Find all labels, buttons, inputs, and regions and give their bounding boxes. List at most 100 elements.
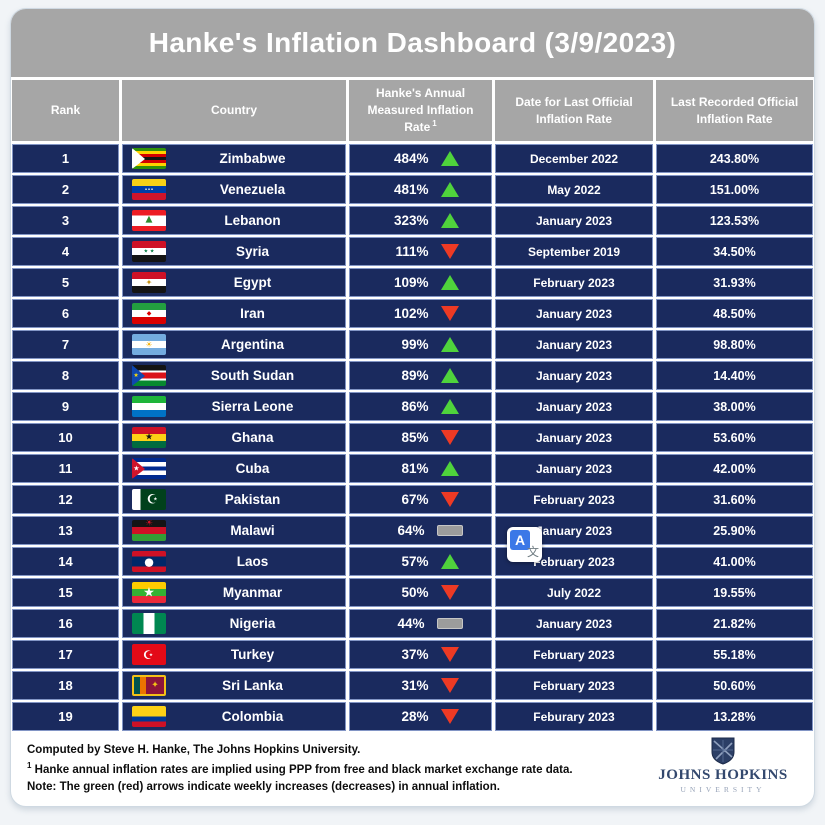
official-date-cell: February 2023 — [495, 671, 653, 700]
rank-cell: 8 — [12, 361, 119, 390]
country-flag-icon: ··· — [132, 179, 166, 200]
country-cell: Nigeria — [122, 609, 346, 638]
table-row: 4 ★ ★ Syria 111% September 2019 34.50% — [11, 237, 814, 266]
hanke-rate-cell: 111% — [349, 237, 492, 266]
country-name: Turkey — [230, 647, 275, 662]
official-date-cell: May 2022 — [495, 175, 653, 204]
hanke-rate-value: 99% — [401, 337, 429, 352]
trend-up-icon — [440, 275, 459, 290]
hanke-rate-cell: 31% — [349, 671, 492, 700]
rank-cell: 17 — [12, 640, 119, 669]
country-name: Nigeria — [229, 616, 276, 631]
hanke-rate-value: 31% — [401, 678, 429, 693]
country-flag-icon: ★ — [132, 458, 166, 479]
country-flag-icon — [132, 396, 166, 417]
official-rate-cell: 19.55% — [656, 578, 813, 607]
country-name: Syria — [235, 244, 270, 259]
table-row: 10 ★ Ghana 85% January 2023 53.60% — [11, 423, 814, 452]
country-cell: Zimbabwe — [122, 144, 346, 173]
official-date-cell: January 2023 — [495, 423, 653, 452]
country-cell: ▲ Lebanon — [122, 206, 346, 235]
table-row: 17 ☪ Turkey 37% February 2023 55.18% — [11, 640, 814, 669]
rank-cell: 9 — [12, 392, 119, 421]
rank-cell: 11 — [12, 454, 119, 483]
official-rate-cell: 53.60% — [656, 423, 813, 452]
table-row: 9 Sierra Leone 86% January 2023 38.00% — [11, 392, 814, 421]
footer-footnote: 1 Hanke annual inflation rates are impli… — [27, 760, 573, 776]
official-rate-cell: 25.90% — [656, 516, 813, 545]
country-name: Malawi — [230, 523, 275, 538]
trend-up-icon — [440, 368, 459, 383]
translate-popup-icon[interactable]: A 文 — [507, 527, 542, 562]
table-row: 7 ☀ Argentina 99% January 2023 98.80% — [11, 330, 814, 359]
country-cell: Sierra Leone — [122, 392, 346, 421]
hanke-rate-value: 57% — [401, 554, 429, 569]
table-header-row: Rank Country Hanke's Annual Measured Inf… — [11, 80, 814, 141]
trend-down-icon — [440, 430, 459, 445]
table-body: 1 Zimbabwe 484% December 2022 243.80% 2 … — [11, 141, 814, 731]
trend-up-icon — [440, 213, 459, 228]
country-name: Lebanon — [224, 213, 281, 228]
trend-down-icon — [440, 647, 459, 662]
table-row: 11 ★ Cuba 81% January 2023 42.00% — [11, 454, 814, 483]
country-cell: ☀ Argentina — [122, 330, 346, 359]
country-name: Egypt — [233, 275, 272, 290]
rank-cell: 7 — [12, 330, 119, 359]
trend-up-icon — [440, 151, 459, 166]
country-flag-icon: ★ — [132, 427, 166, 448]
rank-cell: 4 — [12, 237, 119, 266]
country-name: Cuba — [235, 461, 270, 476]
country-name: Sri Lanka — [222, 678, 283, 693]
hanke-rate-cell: 481% — [349, 175, 492, 204]
trend-up-icon — [440, 554, 459, 569]
rank-cell: 12 — [12, 485, 119, 514]
hanke-rate-value: 81% — [401, 461, 429, 476]
rank-cell: 16 — [12, 609, 119, 638]
column-header-rank: Rank — [12, 80, 119, 141]
trend-down-icon — [440, 709, 459, 724]
country-name: Pakistan — [224, 492, 281, 507]
official-date-cell: February 2023 — [495, 268, 653, 297]
hanke-rate-cell: 484% — [349, 144, 492, 173]
hanke-rate-value: 111% — [395, 244, 429, 259]
table-row: 12 ☪ Pakistan 67% February 2023 31.60% — [11, 485, 814, 514]
trend-flat-icon — [436, 618, 463, 629]
footer: Computed by Steve H. Hanke, The Johns Ho… — [11, 733, 814, 797]
country-name: Venezuela — [219, 182, 286, 197]
official-rate-cell: 42.00% — [656, 454, 813, 483]
official-date-cell: January 2023 — [495, 392, 653, 421]
official-date-cell: January 2023 — [495, 206, 653, 235]
page-title: Hanke's Inflation Dashboard (3/9/2023) — [148, 27, 677, 58]
hanke-rate-value: 484% — [393, 151, 429, 166]
trend-up-icon — [440, 182, 459, 197]
dashboard-card: Hanke's Inflation Dashboard (3/9/2023) R… — [10, 8, 815, 807]
rank-cell: 15 — [12, 578, 119, 607]
hanke-rate-cell: 99% — [349, 330, 492, 359]
column-header-official-rate: Last Recorded Official Inflation Rate — [656, 80, 813, 141]
official-rate-cell: 21.82% — [656, 609, 813, 638]
rank-cell: 5 — [12, 268, 119, 297]
country-cell: ◆ Iran — [122, 299, 346, 328]
footer-credit: Computed by Steve H. Hanke, The Johns Ho… — [27, 744, 361, 756]
country-cell: ☀ Malawi — [122, 516, 346, 545]
hanke-rate-cell: 67% — [349, 485, 492, 514]
trend-down-icon — [440, 678, 459, 693]
official-date-cell: February 2023 — [495, 485, 653, 514]
official-date-cell: February 2023 — [495, 640, 653, 669]
hanke-rate-value: 89% — [401, 368, 429, 383]
rank-cell: 3 — [12, 206, 119, 235]
country-name: Ghana — [231, 430, 274, 445]
official-rate-cell: 41.00% — [656, 547, 813, 576]
rank-cell: 13 — [12, 516, 119, 545]
table-row: 6 ◆ Iran 102% January 2023 48.50% — [11, 299, 814, 328]
hanke-rate-value: 481% — [393, 182, 429, 197]
translate-glyph-icon: 文 — [526, 545, 539, 559]
johns-hopkins-logo: JOHNS HOPKINS UNIVERSITY — [658, 737, 788, 794]
country-flag-icon: ● — [132, 551, 166, 572]
country-flag-icon: ✦ — [132, 675, 166, 696]
hanke-rate-value: 109% — [393, 275, 429, 290]
country-cell: ··· Venezuela — [122, 175, 346, 204]
official-rate-cell: 243.80% — [656, 144, 813, 173]
hanke-rate-value: 67% — [401, 492, 429, 507]
